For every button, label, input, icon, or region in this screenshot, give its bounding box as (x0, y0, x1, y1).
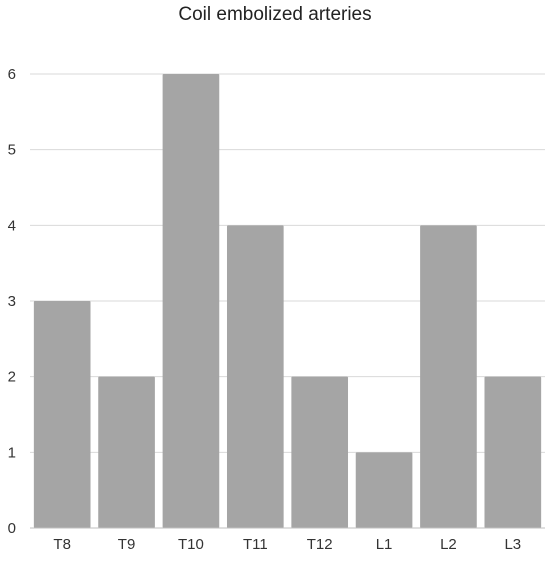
y-tick-label: 0 (8, 520, 16, 537)
x-tick-label: T8 (53, 536, 71, 553)
x-tick-label: T9 (118, 536, 136, 553)
bar-t12 (291, 376, 349, 528)
bar-t10 (162, 74, 220, 528)
y-tick-label: 1 (8, 444, 16, 461)
x-tick-label: T10 (178, 536, 204, 553)
bar-t11 (226, 225, 284, 529)
bar-t9 (98, 376, 155, 528)
y-tick-label: 6 (8, 66, 16, 83)
x-tick-label: L2 (440, 536, 457, 553)
x-tick-label: T11 (243, 536, 268, 553)
bar-l1 (355, 452, 413, 528)
x-tick-label: L3 (504, 536, 521, 553)
x-tick-label: L1 (376, 536, 393, 553)
y-tick-label: 4 (8, 217, 16, 234)
chart-title: Coil embolized arteries (178, 4, 372, 25)
bar-t8 (33, 301, 91, 528)
bar-l2 (420, 225, 477, 529)
x-tick-label: T12 (307, 536, 333, 553)
bar-l3 (484, 376, 542, 528)
y-tick-label: 3 (8, 293, 16, 310)
y-tick-label: 5 (8, 142, 16, 159)
y-tick-label: 2 (8, 369, 16, 386)
